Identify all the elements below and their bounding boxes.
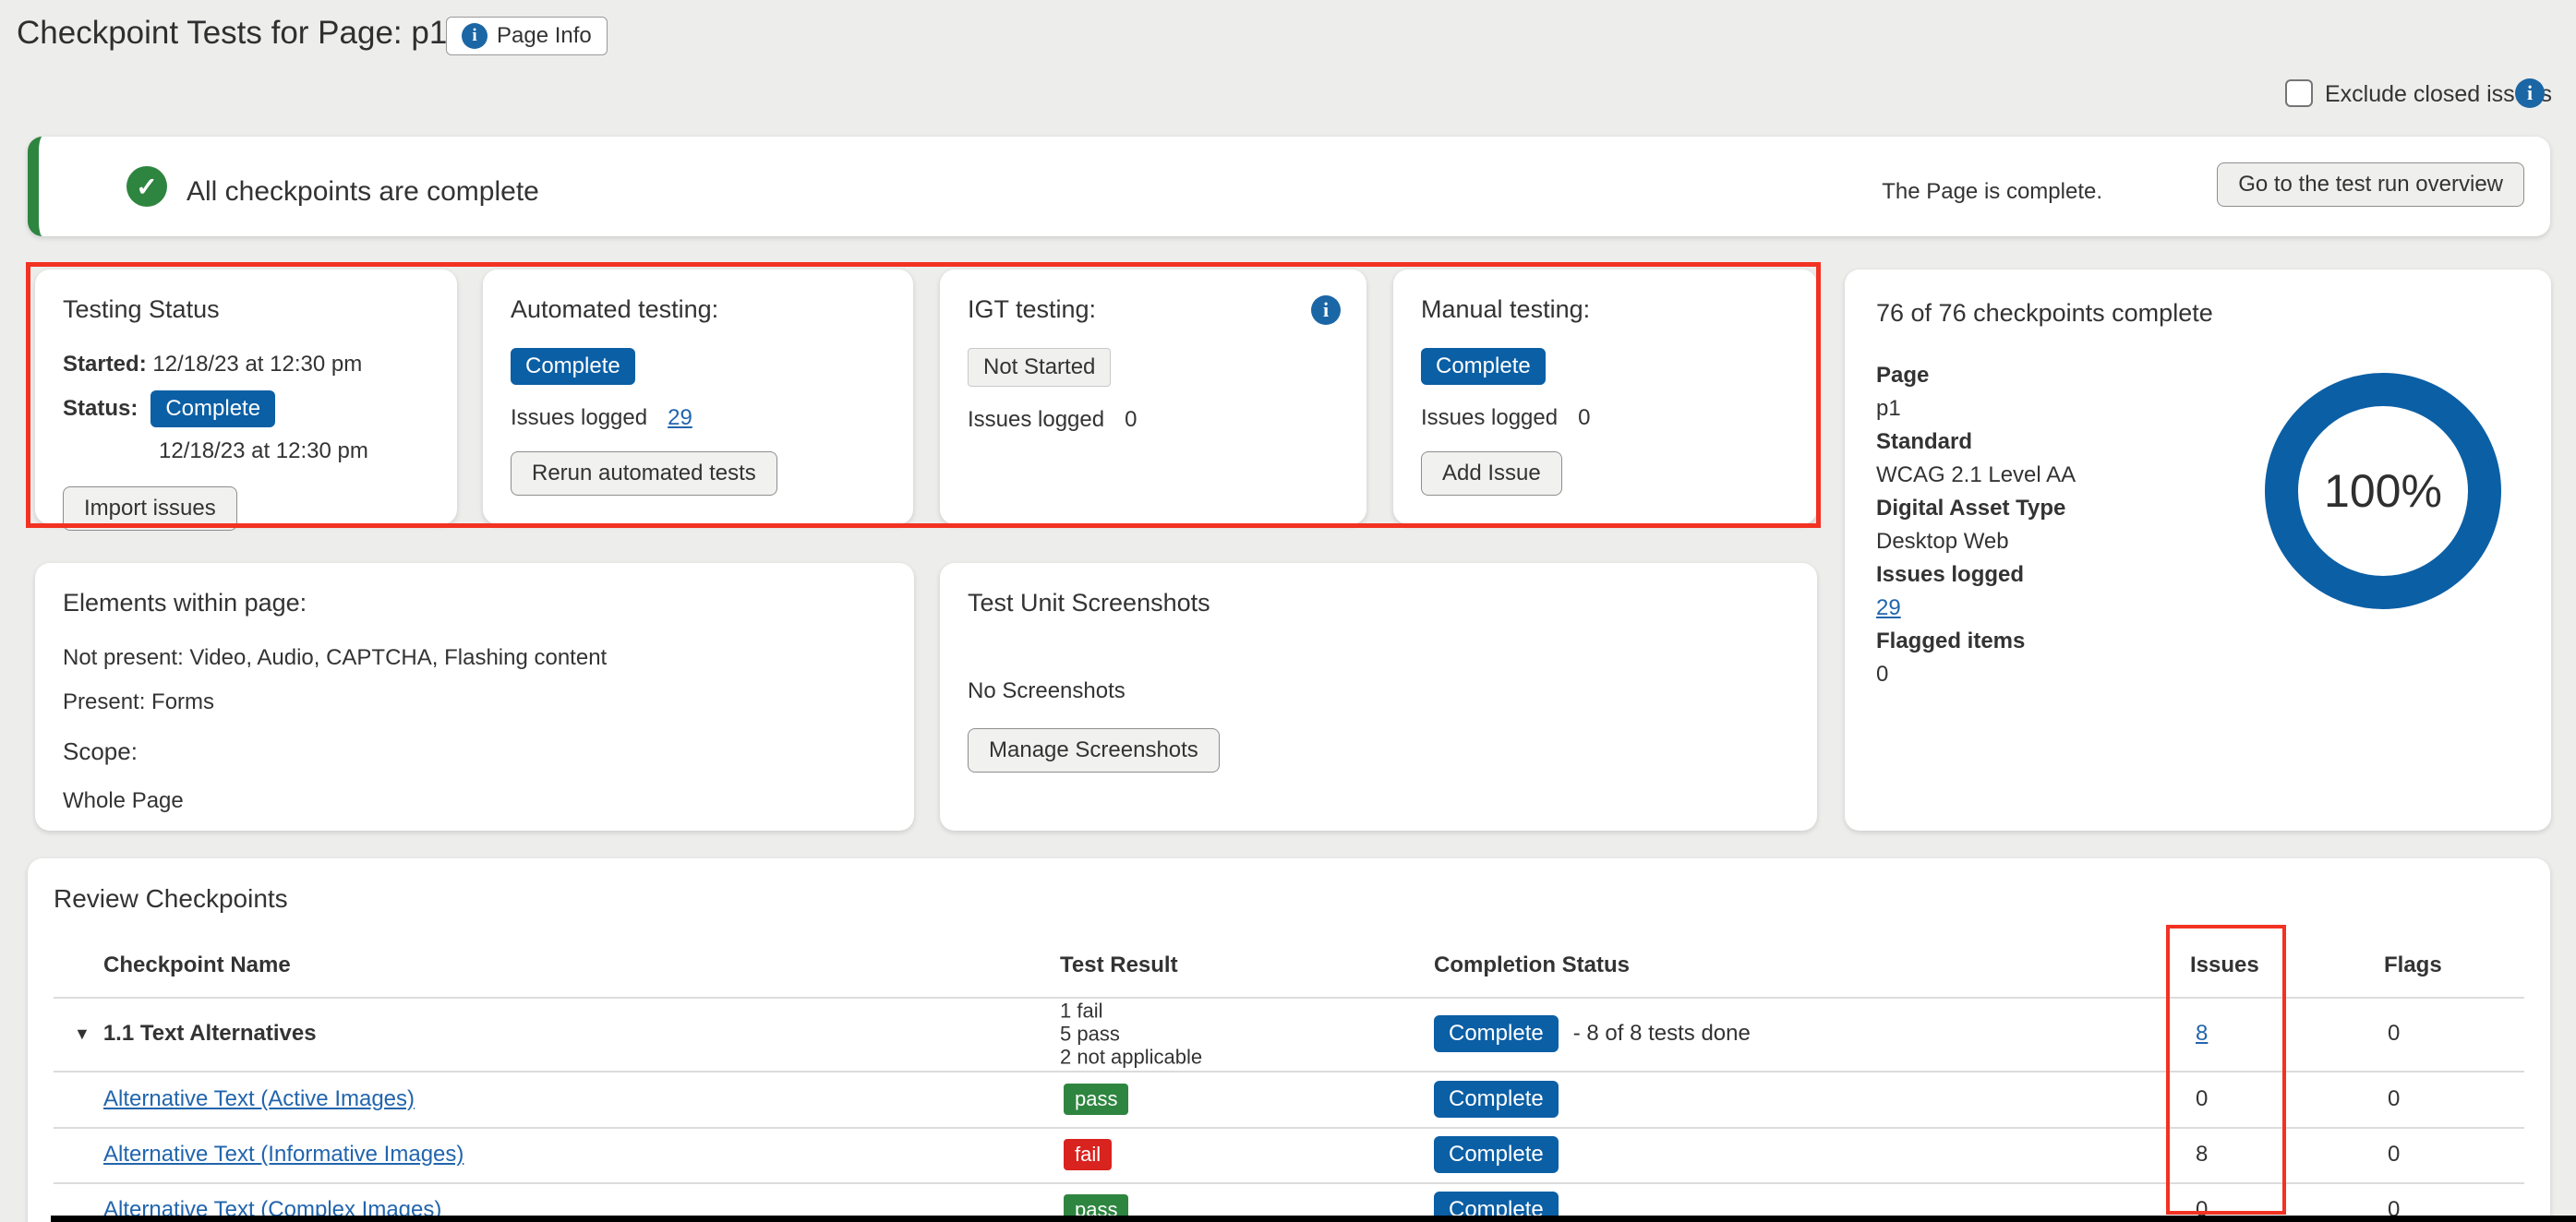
igt-testing-title: IGT testing: bbox=[968, 295, 1097, 323]
screenshots-title: Test Unit Screenshots bbox=[968, 589, 1210, 617]
checkpoint-link[interactable]: Alternative Text (Active Images) bbox=[103, 1085, 415, 1111]
info-icon[interactable]: i bbox=[1311, 295, 1341, 325]
testing-status-card: Testing Status Started: 12/18/23 at 12:3… bbox=[35, 270, 457, 531]
test-result-badge: pass bbox=[1064, 1083, 1129, 1115]
completion-status-badge: Complete bbox=[1434, 1080, 1559, 1118]
summary-page-label: Page bbox=[1876, 363, 1930, 388]
result-line: 5 pass bbox=[1060, 1022, 1120, 1046]
summary-asset-type-value: Desktop Web bbox=[1876, 529, 2009, 554]
no-screenshots-text: No Screenshots bbox=[968, 678, 1125, 703]
summary-issues-count-link[interactable]: 29 bbox=[1876, 595, 1901, 620]
banner-status-text: The Page is complete. bbox=[1882, 179, 2102, 204]
progress-ring: 100% bbox=[2265, 373, 2501, 609]
automated-testing-card: Automated testing: Complete Issues logge… bbox=[483, 270, 913, 524]
manual-testing-title: Manual testing: bbox=[1421, 295, 1591, 323]
exclude-closed-issues-checkbox[interactable] bbox=[2285, 79, 2313, 107]
checkpoint-group-name: 1.1 Text Alternatives bbox=[102, 1021, 317, 1046]
page-title: Checkpoint Tests for Page: p1 bbox=[17, 15, 448, 51]
flags-count: 0 bbox=[2388, 1142, 2401, 1167]
test-unit-screenshots-card: Test Unit Screenshots No Screenshots Man… bbox=[940, 563, 1817, 831]
scope-value: Whole Page bbox=[63, 788, 184, 813]
page-info-button[interactable]: i Page Info bbox=[446, 17, 608, 55]
status-label: Status: bbox=[63, 396, 138, 421]
automated-testing-title: Automated testing: bbox=[511, 295, 719, 323]
summary-standard-value: WCAG 2.1 Level AA bbox=[1876, 462, 2076, 487]
add-issue-button[interactable]: Add Issue bbox=[1421, 451, 1562, 496]
issues-logged-label: Issues logged bbox=[968, 407, 1105, 432]
completion-status-badge: Complete bbox=[1434, 1136, 1559, 1173]
automated-status-badge: Complete bbox=[511, 348, 635, 385]
column-header-flags: Flags bbox=[2384, 952, 2442, 977]
row-divider bbox=[54, 1071, 2524, 1072]
column-header-checkpoint-name: Checkpoint Name bbox=[103, 952, 291, 977]
manual-status-badge: Complete bbox=[1421, 348, 1546, 385]
table-row: Alternative Text (Informative Images) fa… bbox=[28, 1127, 2550, 1182]
page-info-label: Page Info bbox=[497, 23, 592, 48]
issues-count: 8 bbox=[2196, 1142, 2209, 1167]
issues-logged-label: Issues logged bbox=[1421, 405, 1559, 430]
igt-status-badge: Not Started bbox=[968, 348, 1112, 387]
scope-label: Scope: bbox=[63, 737, 138, 765]
import-issues-button[interactable]: Import issues bbox=[63, 486, 237, 531]
info-icon[interactable]: i bbox=[2515, 78, 2545, 108]
success-banner: ✓ All checkpoints are complete The Page … bbox=[28, 137, 2550, 236]
info-icon: i bbox=[462, 23, 488, 49]
status-date: 12/18/23 at 12:30 pm bbox=[159, 438, 368, 463]
completion-note: - 8 of 8 tests done bbox=[1572, 1021, 1751, 1046]
issues-logged-label: Issues logged bbox=[511, 405, 648, 430]
table-row: ▼ 1.1 Text Alternatives 1 fail 5 pass 2 … bbox=[28, 997, 2550, 1071]
row-divider bbox=[54, 1127, 2524, 1129]
summary-title: 76 of 76 checkpoints complete bbox=[1876, 299, 2213, 327]
review-checkpoints-title: Review Checkpoints bbox=[54, 884, 288, 913]
elements-within-page-card: Elements within page: Not present: Video… bbox=[35, 563, 914, 831]
banner-message: All checkpoints are complete bbox=[187, 176, 539, 207]
test-result-badge: fail bbox=[1064, 1139, 1113, 1170]
testing-status-title: Testing Status bbox=[63, 295, 220, 323]
automated-issues-count-link[interactable]: 29 bbox=[668, 405, 692, 430]
flags-count: 0 bbox=[2388, 1085, 2401, 1111]
review-checkpoints-card: Review Checkpoints Checkpoint Name Test … bbox=[28, 858, 2550, 1222]
bottom-edge-strip bbox=[51, 1216, 2576, 1222]
go-to-test-run-overview-button[interactable]: Go to the test run overview bbox=[2217, 162, 2524, 207]
started-value: 12/18/23 at 12:30 pm bbox=[152, 352, 363, 377]
manual-testing-card: Manual testing: Complete Issues logged 0… bbox=[1393, 270, 1817, 524]
summary-flagged-items-label: Flagged items bbox=[1876, 629, 2026, 653]
result-line: 2 not applicable bbox=[1060, 1045, 1203, 1069]
elements-title: Elements within page: bbox=[63, 589, 307, 617]
column-header-issues: Issues bbox=[2190, 952, 2259, 977]
row-divider bbox=[54, 997, 2524, 999]
checkpoint-summary-card: 76 of 76 checkpoints complete Page p1 St… bbox=[1845, 270, 2551, 831]
issues-count-link[interactable]: 8 bbox=[2196, 1021, 2209, 1046]
chevron-down-icon[interactable]: ▼ bbox=[74, 1024, 90, 1043]
exclude-closed-issues-label: Exclude closed issues bbox=[2325, 81, 2552, 107]
column-header-completion-status: Completion Status bbox=[1434, 952, 1631, 977]
check-circle-icon: ✓ bbox=[126, 166, 167, 207]
igt-issues-count: 0 bbox=[1125, 407, 1138, 432]
progress-percent: 100% bbox=[2324, 465, 2442, 517]
completion-status-badge: Complete bbox=[1434, 1015, 1559, 1052]
table-row: Alternative Text (Active Images) pass Co… bbox=[28, 1071, 2550, 1127]
summary-page-value: p1 bbox=[1876, 396, 1901, 421]
manual-issues-count: 0 bbox=[1578, 405, 1591, 430]
started-label: Started: bbox=[63, 352, 147, 377]
status-badge: Complete bbox=[150, 390, 276, 427]
summary-asset-type-label: Digital Asset Type bbox=[1876, 496, 2066, 521]
summary-standard-label: Standard bbox=[1876, 429, 1973, 454]
elements-present: Present: Forms bbox=[63, 689, 215, 714]
manage-screenshots-button[interactable]: Manage Screenshots bbox=[968, 728, 1220, 773]
checkpoint-link[interactable]: Alternative Text (Informative Images) bbox=[103, 1142, 464, 1167]
rerun-automated-tests-button[interactable]: Rerun automated tests bbox=[511, 451, 777, 496]
flags-count: 0 bbox=[2388, 1021, 2401, 1046]
result-line: 1 fail bbox=[1060, 999, 1103, 1023]
test-result-summary: 1 fail 5 pass 2 not applicable bbox=[1060, 1000, 1202, 1069]
summary-flagged-items-value: 0 bbox=[1876, 662, 1889, 687]
summary-issues-logged-label: Issues logged bbox=[1876, 562, 2025, 587]
column-header-test-result: Test Result bbox=[1060, 952, 1178, 977]
elements-not-present: Not present: Video, Audio, CAPTCHA, Flas… bbox=[63, 645, 608, 670]
igt-testing-card: IGT testing: i Not Started Issues logged… bbox=[940, 270, 1366, 524]
row-divider bbox=[54, 1182, 2524, 1184]
issues-count: 0 bbox=[2196, 1085, 2209, 1111]
